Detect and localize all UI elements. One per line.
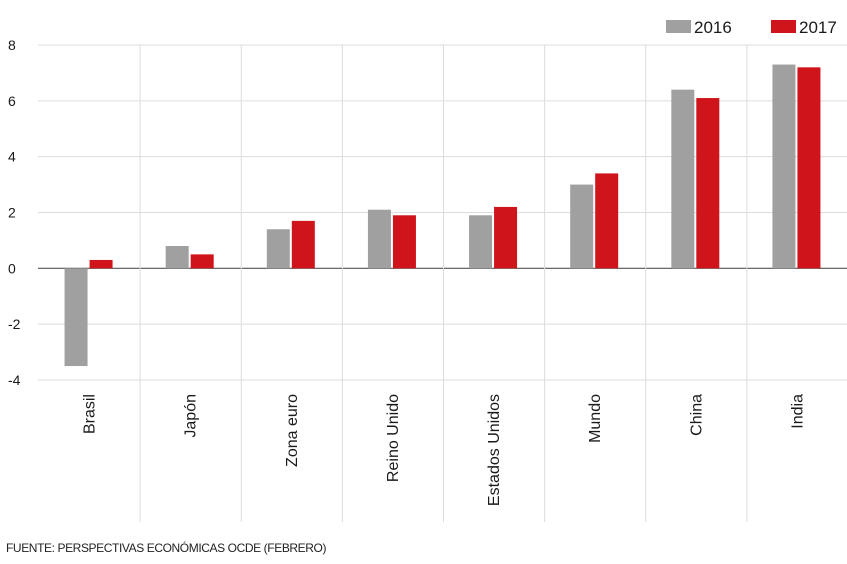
grid (38, 44, 847, 522)
x-axis: Brasil Japón Zona euro Reino Unido Estados U… (82, 394, 807, 506)
legend-label-2016: 2016 (694, 18, 732, 37)
y-tick-label: -2 (8, 316, 21, 332)
bar-2017-zona-euro (291, 220, 315, 269)
y-tick-label: -4 (8, 372, 21, 388)
bar-2017-china (696, 98, 720, 269)
bar-2016-estados-unidos (469, 215, 493, 269)
y-axis: 8 6 4 2 0 -2 -4 (8, 37, 21, 388)
legend-label-2017: 2017 (799, 18, 837, 37)
bar-2017-brasil (89, 259, 113, 269)
y-tick-label: 8 (8, 37, 16, 53)
y-tick-label: 4 (8, 149, 16, 165)
y-tick-label: 6 (8, 93, 16, 109)
bar-2017-mundo (595, 173, 619, 269)
bar-2017-india (797, 67, 821, 269)
bar-2017-japón (190, 254, 214, 269)
bar-2017-reino-unido (392, 215, 416, 269)
bar-2017-estados-unidos (494, 206, 518, 269)
x-category-label: India (789, 394, 806, 429)
x-category-label: Estados Unidos (486, 394, 503, 506)
legend-swatch-2017 (771, 20, 796, 33)
bar-2016-japón (165, 246, 189, 269)
legend: 2016 2017 (666, 18, 837, 37)
bar-2016-mundo (570, 184, 594, 269)
bar-2016-brasil (64, 268, 88, 367)
bar-2016-india (772, 64, 796, 269)
bar-2016-reino-unido (367, 209, 391, 269)
bar-2016-china (671, 89, 695, 269)
y-tick-label: 2 (8, 205, 16, 221)
legend-swatch-2016 (666, 20, 691, 33)
x-category-label: Reino Unido (385, 394, 402, 482)
x-category-label: Brasil (82, 394, 99, 434)
x-category-label: Mundo (587, 394, 604, 443)
bar-2016-zona-euro (266, 229, 290, 269)
y-tick-label: 0 (8, 260, 16, 276)
x-category-label: Zona euro (284, 394, 301, 467)
bars (64, 64, 821, 367)
source-note: FUENTE: PERSPECTIVAS ECONÓMICAS OCDE (FE… (6, 541, 327, 555)
x-category-label: China (688, 394, 705, 436)
x-category-label: Japón (183, 394, 200, 438)
